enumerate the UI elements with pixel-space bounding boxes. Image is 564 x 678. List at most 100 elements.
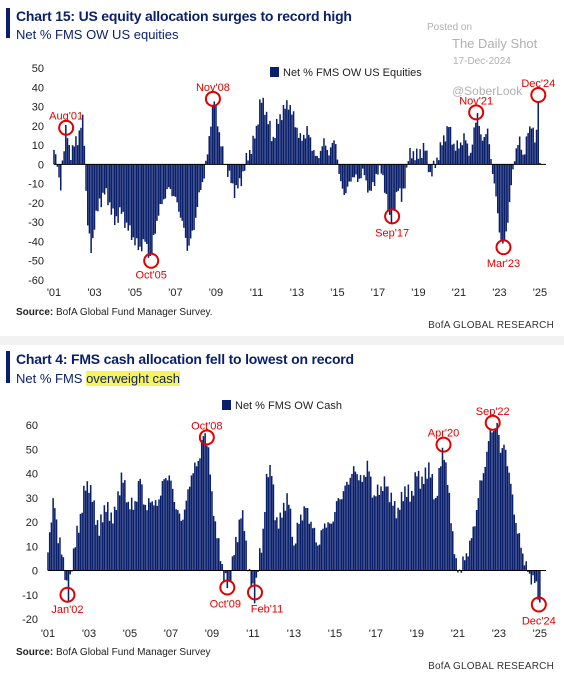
data-bar bbox=[153, 505, 155, 571]
data-bar bbox=[399, 509, 401, 571]
data-bar bbox=[522, 553, 524, 571]
data-bar bbox=[424, 150, 426, 165]
data-bar bbox=[187, 489, 189, 571]
data-bar bbox=[532, 570, 534, 576]
data-bar bbox=[464, 140, 467, 165]
data-bar bbox=[455, 558, 457, 571]
data-bar bbox=[498, 164, 501, 233]
data-bar bbox=[151, 164, 153, 255]
data-bar bbox=[101, 522, 104, 571]
data-bar bbox=[298, 523, 300, 571]
data-bar bbox=[180, 520, 182, 571]
data-bar bbox=[387, 164, 389, 212]
data-bar bbox=[388, 502, 391, 571]
data-bar bbox=[279, 512, 282, 571]
data-bar bbox=[48, 532, 51, 571]
data-bar bbox=[366, 460, 369, 571]
data-bar bbox=[212, 515, 215, 571]
title-accent-bar bbox=[6, 8, 10, 38]
chart-title: Chart 4: FMS cash allocation fell to low… bbox=[16, 351, 354, 367]
data-bar bbox=[164, 164, 167, 199]
data-bar bbox=[508, 472, 510, 571]
data-bar bbox=[73, 146, 76, 165]
data-bar bbox=[318, 158, 320, 165]
data-bar bbox=[86, 164, 89, 226]
y-tick-label: 20 bbox=[26, 517, 38, 529]
data-bar bbox=[530, 570, 533, 585]
data-bar bbox=[252, 570, 254, 584]
annotation-label: Oct'05 bbox=[135, 270, 166, 282]
data-bar bbox=[487, 441, 490, 571]
annotation-label: Feb'11 bbox=[251, 603, 283, 615]
data-bar bbox=[199, 458, 201, 571]
annotation-label: Apr'20 bbox=[428, 428, 459, 440]
data-bar bbox=[173, 501, 176, 571]
data-bar bbox=[522, 154, 524, 165]
data-bar bbox=[68, 145, 70, 165]
data-bar bbox=[465, 553, 468, 571]
data-bar bbox=[327, 522, 329, 571]
x-tick-label: '25 bbox=[533, 287, 547, 299]
data-bar bbox=[399, 164, 401, 189]
data-bar bbox=[512, 164, 514, 170]
data-bar bbox=[237, 164, 239, 189]
data-bar bbox=[190, 475, 193, 571]
data-bar bbox=[372, 164, 374, 183]
data-bar bbox=[359, 474, 362, 571]
data-bar bbox=[341, 164, 344, 189]
data-bar bbox=[467, 556, 469, 571]
data-bar bbox=[267, 477, 270, 571]
data-bar bbox=[333, 140, 335, 165]
data-bar bbox=[449, 126, 452, 165]
data-bar bbox=[534, 142, 536, 165]
x-tick-label: '11 bbox=[246, 628, 260, 640]
data-bar bbox=[240, 518, 242, 571]
data-bar bbox=[159, 495, 162, 571]
data-bar bbox=[119, 164, 121, 208]
data-bar bbox=[404, 486, 406, 571]
data-bar bbox=[63, 151, 65, 165]
data-bar bbox=[235, 536, 237, 571]
data-bar bbox=[265, 111, 268, 165]
data-bar bbox=[270, 141, 273, 165]
x-tick-label: '01 bbox=[47, 287, 61, 299]
data-bar bbox=[274, 137, 276, 165]
data-bar bbox=[419, 149, 421, 165]
data-bar bbox=[316, 156, 318, 165]
data-bar bbox=[262, 97, 264, 165]
y-tick-label: 0 bbox=[38, 159, 44, 171]
data-bar bbox=[323, 523, 326, 571]
y-tick-label: 50 bbox=[26, 444, 38, 456]
data-bar bbox=[432, 160, 435, 165]
data-bar bbox=[90, 164, 92, 254]
title-accent-bar bbox=[6, 351, 10, 383]
data-bar bbox=[331, 142, 334, 165]
data-bar bbox=[438, 468, 440, 571]
data-bar bbox=[50, 522, 53, 571]
x-tick-label: '03 bbox=[82, 628, 96, 640]
data-bar bbox=[76, 525, 78, 571]
data-bar bbox=[55, 519, 58, 571]
data-bar bbox=[257, 570, 259, 572]
data-bar bbox=[325, 527, 328, 571]
data-bar bbox=[439, 142, 442, 165]
data-bar bbox=[52, 498, 54, 571]
annotation-circle bbox=[198, 429, 215, 446]
data-bar bbox=[463, 133, 465, 165]
data-bar bbox=[513, 161, 516, 165]
data-bar bbox=[539, 570, 541, 603]
watermark-site: The Daily Shot bbox=[452, 36, 538, 51]
data-bar bbox=[329, 147, 332, 165]
data-bar bbox=[243, 531, 246, 571]
annotation-label: Aug'01 bbox=[49, 111, 83, 123]
data-bar bbox=[518, 533, 521, 571]
data-bar bbox=[539, 162, 541, 165]
data-bar bbox=[200, 440, 203, 571]
legend-label: Net % FMS OW US Equities bbox=[283, 67, 422, 79]
data-bar bbox=[197, 460, 200, 571]
data-bar bbox=[537, 570, 539, 600]
data-bar bbox=[47, 552, 49, 571]
data-bar bbox=[185, 500, 188, 571]
data-bar bbox=[528, 570, 531, 574]
data-bar bbox=[169, 164, 172, 190]
